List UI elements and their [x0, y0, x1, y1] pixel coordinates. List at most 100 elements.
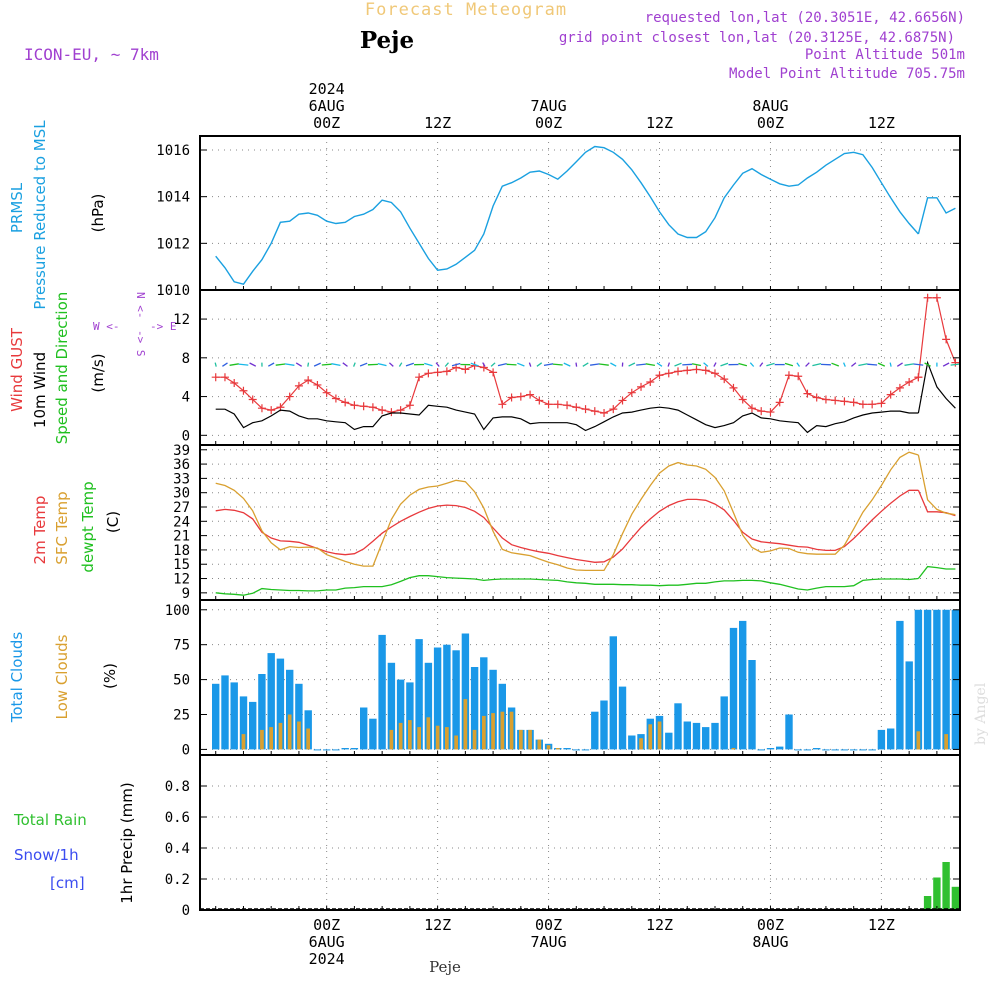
gust-point: [683, 366, 692, 375]
precip-ytick-label: 0.6: [165, 810, 190, 826]
wind-direction-arrow: [950, 363, 961, 366]
total-cloud-bar: [581, 749, 590, 751]
wind-direction-arrow: [444, 362, 449, 367]
wind-direction-arrow: [222, 362, 228, 367]
gust-point: [489, 368, 498, 377]
total-cloud-bar: [618, 686, 627, 750]
total-cloud-bar: [887, 728, 895, 750]
bottom-time-label-0: 00Z: [313, 916, 340, 934]
wind-label-gust: Wind GUST: [8, 327, 26, 412]
gust-point: [424, 369, 433, 378]
gust-point: [858, 400, 867, 409]
top-time-label-0: 00Z: [313, 114, 340, 132]
wind-direction-arrow: [904, 363, 914, 366]
pressure-line-1: [917, 197, 956, 235]
low-cloud-bar: [509, 711, 514, 750]
wind-direction-arrow: [249, 362, 257, 367]
gust-point: [535, 396, 544, 405]
wind-direction-arrow: [850, 362, 857, 367]
low-cloud-bar: [482, 715, 486, 750]
wind-direction-arrow: [691, 363, 702, 367]
wind-direction-arrow: [674, 362, 682, 367]
wind-direction-arrow: [388, 362, 394, 367]
total-cloud-bar: [850, 749, 858, 751]
total-cloud-bar: [933, 609, 941, 750]
bottom-time-label-0: 6AUG: [309, 933, 345, 951]
temperature-ytick-label: 15: [173, 557, 190, 573]
wind-direction-arrow: [352, 362, 356, 367]
info-requested: requested lon,lat (20.3051E, 42.6656N): [645, 10, 965, 26]
total-cloud-bar: [591, 711, 599, 750]
wind-direction-arrow: [470, 362, 479, 367]
total-cloud-bar: [230, 682, 238, 750]
top-time-label-0: 6AUG: [309, 97, 345, 115]
wind-direction-arrow: [517, 362, 525, 367]
gust-point: [553, 400, 562, 409]
wind-direction-arrow: [720, 362, 729, 367]
gust-point: [359, 402, 368, 411]
pressure-frame: [199, 135, 961, 291]
wind-direction-arrow: [766, 362, 775, 367]
cloud-label-low: Low Clouds: [53, 634, 71, 719]
precip-side-label-0: Total Rain: [13, 811, 87, 829]
wind-direction-arrow: [796, 362, 801, 367]
bottom-time-label-0: 2024: [309, 950, 345, 968]
total-cloud-bar: [572, 749, 580, 751]
ticks-layer: [200, 149, 960, 911]
wind-direction-arrow: [313, 362, 321, 367]
precip-ytick-label: 0: [182, 903, 190, 919]
wind-direction-arrow: [877, 362, 886, 367]
total-cloud-bar: [628, 735, 636, 750]
gust-point: [784, 371, 793, 380]
total-cloud-bar: [387, 662, 396, 750]
main-title: Forecast Meteogram: [365, 0, 567, 20]
low-cloud-bar: [916, 731, 921, 750]
pressure-label-2: Pressure Reduced to MSL: [31, 120, 49, 310]
wind-direction-arrow: [656, 362, 663, 367]
gust-point: [378, 406, 387, 415]
gust-point: [766, 408, 775, 417]
top-time-label-3: 12Z: [646, 114, 673, 132]
gust-point: [331, 394, 340, 403]
wind-direction-arrow: [636, 363, 646, 366]
gust-point: [507, 393, 516, 402]
gust-point: [821, 395, 830, 404]
temperature-ytick-label: 39: [173, 443, 190, 459]
wind-direction-arrow: [913, 363, 924, 366]
low-cloud-bar: [472, 729, 477, 750]
wind-direction-arrow: [858, 363, 868, 367]
low-cloud-bar: [519, 729, 523, 750]
wind-direction-arrow: [628, 362, 636, 367]
clouds-ytick-label: 25: [173, 708, 190, 724]
bottom-time-label-1: 12Z: [424, 916, 451, 934]
total-cloud-bar: [702, 727, 710, 750]
low-cloud-bar: [260, 729, 264, 750]
wind-direction-arrow: [831, 362, 840, 367]
wind-direction-arrow: [924, 362, 931, 367]
gust-point: [831, 396, 840, 405]
pressure-label-1: PRMSL: [8, 182, 26, 233]
rain-bar: [951, 886, 960, 911]
gust-point: [405, 401, 414, 410]
low-cloud-bar: [417, 727, 421, 750]
gust-point: [544, 400, 553, 409]
low-cloud-bar: [454, 735, 458, 750]
top-time-label-4: 00Z: [757, 114, 784, 132]
gust-point: [655, 371, 664, 380]
gust-point: [267, 406, 276, 415]
rain-bar: [942, 862, 950, 910]
low-cloud-bar: [269, 727, 273, 750]
pressure-ytick-label: 1014: [156, 190, 190, 206]
total-cloud-bar: [803, 749, 812, 751]
total-cloud-bar: [757, 749, 765, 751]
total-cloud-bar: [729, 627, 738, 750]
temperature-ytick-label: 27: [173, 500, 190, 516]
wind-direction-arrow: [749, 362, 755, 367]
wind-ytick-label: 4: [182, 390, 190, 406]
total-cloud-bar: [424, 662, 433, 750]
info-altitude: Point Altitude 501m: [805, 47, 965, 63]
gust-point: [609, 405, 618, 414]
cloud-label-total: Total Clouds: [8, 632, 26, 724]
gust-point: [646, 378, 655, 387]
model-label: ICON-EU, ~ 7km: [24, 45, 159, 64]
